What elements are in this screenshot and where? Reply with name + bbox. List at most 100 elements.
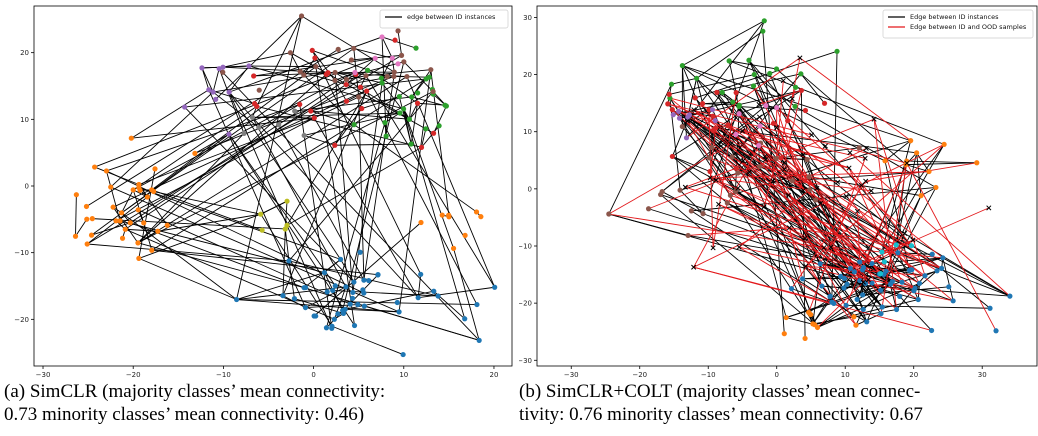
data-point	[757, 123, 763, 129]
data-point	[841, 285, 847, 291]
data-point	[974, 160, 980, 166]
ood-point	[843, 193, 849, 199]
ood-point	[904, 160, 910, 166]
data-point	[940, 255, 946, 261]
data-point	[688, 208, 694, 214]
ood-point	[735, 185, 741, 191]
id-edge	[151, 249, 379, 276]
ood-point	[910, 237, 916, 243]
id-edge	[695, 50, 838, 99]
id-edge	[381, 36, 417, 49]
legend-label: Edge between ID instances	[910, 13, 999, 21]
x-tick-label: −30	[564, 371, 579, 379]
id-edge	[353, 47, 393, 59]
data-point	[400, 351, 406, 358]
legend: edge between ID instances	[379, 9, 509, 29]
data-point	[84, 216, 90, 222]
id-edge	[105, 170, 121, 222]
id-edge	[800, 73, 825, 104]
ood-point	[863, 178, 869, 184]
data-point	[323, 71, 329, 77]
ood-edge	[718, 203, 851, 269]
y-tick-label: 20	[523, 71, 532, 79]
ood-edge	[753, 85, 864, 283]
data-point	[807, 187, 813, 193]
id-edge	[406, 76, 496, 288]
data-point	[216, 66, 222, 72]
data-point	[356, 94, 362, 100]
data-point	[788, 286, 795, 292]
id-edge	[115, 117, 315, 222]
ood-edge	[845, 162, 908, 306]
data-point	[862, 280, 869, 287]
data-point	[130, 187, 136, 193]
data-point	[854, 296, 860, 303]
id-edge	[702, 106, 740, 214]
data-point	[276, 122, 282, 128]
data-point	[806, 174, 812, 180]
data-point	[135, 207, 141, 213]
data-point	[357, 84, 364, 90]
ood-edge	[759, 116, 881, 274]
id-edge	[282, 295, 306, 308]
id-edge	[110, 91, 214, 188]
id-edge	[361, 96, 400, 109]
id-edge	[661, 191, 704, 215]
id-edge	[252, 117, 347, 288]
data-point	[802, 335, 808, 342]
id-edge	[672, 113, 740, 157]
id-edge	[138, 187, 341, 260]
ood-point	[902, 230, 908, 236]
data-point	[877, 271, 884, 277]
data-point	[478, 214, 484, 220]
id-edge	[248, 65, 316, 68]
ood-point	[770, 178, 776, 184]
id-edge	[417, 102, 446, 106]
ood-point	[817, 201, 824, 207]
data-point	[763, 102, 769, 109]
data-point	[343, 284, 349, 290]
ood-edge	[873, 119, 926, 276]
id-edge	[125, 69, 368, 230]
data-point	[645, 206, 652, 212]
data-point	[73, 192, 79, 198]
data-point	[893, 306, 900, 313]
id-edge	[453, 248, 480, 341]
id-edge	[258, 104, 300, 129]
data-point	[182, 104, 188, 110]
data-point	[677, 187, 683, 193]
id-edge	[132, 105, 258, 191]
data-point	[658, 191, 664, 198]
data-point	[706, 107, 712, 113]
id-edge	[334, 72, 356, 81]
id-edge	[121, 212, 237, 300]
data-point	[879, 249, 885, 255]
data-point	[798, 71, 804, 77]
id-edge	[137, 74, 327, 244]
ood-point	[691, 107, 697, 113]
id-edge	[672, 155, 711, 172]
id-edge	[398, 69, 432, 312]
x-tick-label: −20	[126, 371, 141, 379]
data-point	[398, 52, 405, 58]
id-edge	[809, 189, 848, 285]
id-edge	[75, 194, 77, 237]
data-point	[122, 226, 128, 232]
id-edge	[363, 76, 395, 281]
data-point	[361, 303, 367, 309]
id-edge	[326, 122, 386, 328]
data-point	[241, 130, 247, 137]
data-point	[152, 166, 158, 172]
id-edge	[345, 308, 400, 313]
data-point	[724, 200, 730, 206]
data-point	[355, 301, 361, 308]
ood-edge	[672, 109, 825, 249]
data-point	[192, 150, 198, 156]
data-point	[857, 259, 863, 265]
ood-edge	[775, 80, 784, 159]
x-tick-label: 0	[311, 371, 315, 379]
data-point	[340, 310, 347, 317]
x-tick-label: 10	[841, 371, 850, 379]
data-point	[750, 83, 757, 89]
id-edge	[786, 317, 815, 326]
